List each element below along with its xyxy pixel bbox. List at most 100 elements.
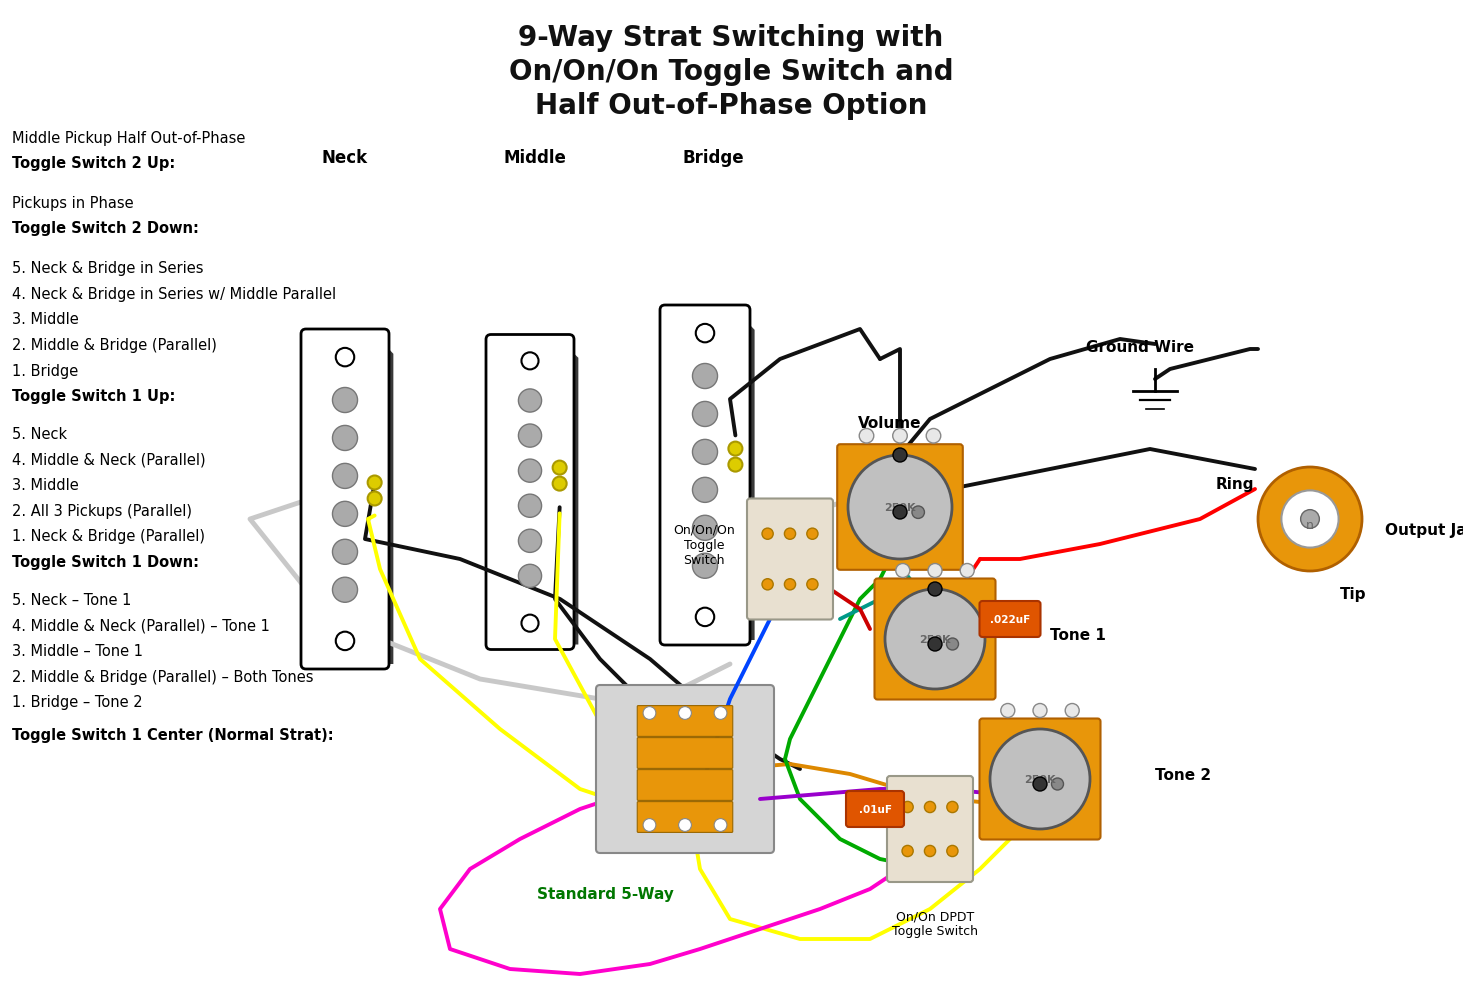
FancyBboxPatch shape (887, 776, 973, 882)
Text: Tip: Tip (1340, 587, 1366, 601)
Text: Middle Pickup Half Out-of-Phase: Middle Pickup Half Out-of-Phase (12, 130, 246, 146)
Text: 2. Middle & Bridge (Parallel) – Both Tones: 2. Middle & Bridge (Parallel) – Both Ton… (12, 669, 313, 684)
Text: On/On/On
Toggle
Switch: On/On/On Toggle Switch (673, 523, 734, 566)
Text: On/On DPDT
Toggle Switch: On/On DPDT Toggle Switch (892, 909, 977, 937)
Circle shape (947, 846, 958, 857)
Text: Standard 5-Way: Standard 5-Way (537, 886, 673, 901)
Text: 5. Neck – Tone 1: 5. Neck – Tone 1 (12, 592, 132, 607)
Circle shape (332, 426, 357, 451)
Text: 5. Neck: 5. Neck (12, 426, 67, 442)
Circle shape (692, 516, 717, 540)
Circle shape (784, 528, 796, 539)
Circle shape (1052, 778, 1064, 790)
Circle shape (892, 449, 907, 462)
FancyBboxPatch shape (638, 802, 733, 832)
Circle shape (903, 802, 913, 812)
Circle shape (367, 476, 382, 490)
Circle shape (806, 579, 818, 591)
Circle shape (926, 429, 941, 444)
Text: Toggle Switch 1 Up:: Toggle Switch 1 Up: (12, 388, 176, 404)
Text: Middle: Middle (503, 149, 566, 167)
Circle shape (332, 502, 357, 527)
Circle shape (518, 389, 541, 413)
Text: 1. Neck & Bridge (Parallel): 1. Neck & Bridge (Parallel) (12, 528, 205, 544)
Circle shape (947, 802, 958, 812)
Circle shape (925, 802, 936, 812)
Circle shape (1301, 510, 1320, 528)
Text: Toggle Switch 2 Down:: Toggle Switch 2 Down: (12, 221, 199, 237)
Circle shape (859, 429, 873, 444)
Circle shape (692, 554, 717, 579)
Circle shape (518, 565, 541, 588)
Circle shape (336, 348, 354, 367)
Text: Toggle Switch 2 Up:: Toggle Switch 2 Up: (12, 156, 176, 172)
Circle shape (518, 529, 541, 553)
Circle shape (892, 429, 907, 444)
Circle shape (692, 402, 717, 427)
Circle shape (1033, 704, 1048, 718)
Circle shape (518, 459, 541, 483)
FancyBboxPatch shape (638, 738, 733, 769)
Text: 3. Middle: 3. Middle (12, 312, 79, 327)
Text: .022uF: .022uF (990, 614, 1030, 624)
Text: n: n (1306, 519, 1314, 531)
FancyBboxPatch shape (486, 335, 573, 650)
Text: On/On/On Toggle Switch and: On/On/On Toggle Switch and (509, 58, 954, 86)
Text: Ring: Ring (1216, 477, 1254, 492)
FancyBboxPatch shape (846, 791, 904, 827)
Polygon shape (375, 334, 394, 665)
Circle shape (849, 456, 952, 559)
Text: 250K: 250K (919, 634, 951, 644)
Polygon shape (560, 340, 578, 645)
Circle shape (784, 579, 796, 591)
Circle shape (729, 458, 742, 472)
Text: 4. Middle & Neck (Parallel): 4. Middle & Neck (Parallel) (12, 452, 205, 467)
FancyBboxPatch shape (595, 685, 774, 853)
Text: 5. Neck & Bridge in Series: 5. Neck & Bridge in Series (12, 260, 203, 276)
Circle shape (892, 506, 907, 520)
FancyBboxPatch shape (638, 770, 733, 801)
Text: Output Jack: Output Jack (1385, 522, 1463, 537)
Circle shape (762, 579, 774, 591)
Text: Volume: Volume (859, 415, 922, 430)
Circle shape (714, 707, 727, 720)
Circle shape (1065, 704, 1080, 718)
Circle shape (1033, 777, 1048, 791)
Text: 1. Bridge: 1. Bridge (12, 363, 78, 379)
Circle shape (332, 539, 357, 565)
Circle shape (1001, 704, 1015, 718)
FancyBboxPatch shape (748, 499, 832, 620)
Circle shape (644, 818, 655, 831)
Circle shape (518, 495, 541, 518)
FancyBboxPatch shape (875, 579, 995, 700)
Text: 2. All 3 Pickups (Parallel): 2. All 3 Pickups (Parallel) (12, 503, 192, 519)
Circle shape (332, 578, 357, 602)
Circle shape (332, 388, 357, 413)
FancyBboxPatch shape (638, 706, 733, 737)
FancyBboxPatch shape (301, 329, 389, 669)
Text: Pickups in Phase: Pickups in Phase (12, 195, 133, 211)
Text: 3. Middle: 3. Middle (12, 477, 79, 493)
Circle shape (928, 583, 942, 597)
Circle shape (679, 707, 692, 720)
Circle shape (714, 818, 727, 831)
Text: Neck: Neck (322, 149, 369, 167)
Text: 4. Middle & Neck (Parallel) – Tone 1: 4. Middle & Neck (Parallel) – Tone 1 (12, 617, 269, 633)
Circle shape (1258, 467, 1362, 572)
Text: 2. Middle & Bridge (Parallel): 2. Middle & Bridge (Parallel) (12, 337, 217, 353)
Circle shape (679, 818, 692, 831)
Circle shape (762, 528, 774, 539)
Text: Half Out-of-Phase Option: Half Out-of-Phase Option (535, 92, 928, 120)
Circle shape (928, 637, 942, 652)
Circle shape (696, 608, 714, 626)
Text: .01uF: .01uF (859, 805, 891, 814)
Circle shape (895, 564, 910, 578)
Circle shape (518, 425, 541, 448)
Text: 3. Middle – Tone 1: 3. Middle – Tone 1 (12, 643, 143, 659)
Circle shape (692, 440, 717, 465)
Circle shape (903, 846, 913, 857)
Text: 4. Neck & Bridge in Series w/ Middle Parallel: 4. Neck & Bridge in Series w/ Middle Par… (12, 286, 336, 302)
Circle shape (990, 730, 1090, 829)
Text: 250K: 250K (1024, 774, 1056, 784)
FancyBboxPatch shape (660, 306, 751, 646)
